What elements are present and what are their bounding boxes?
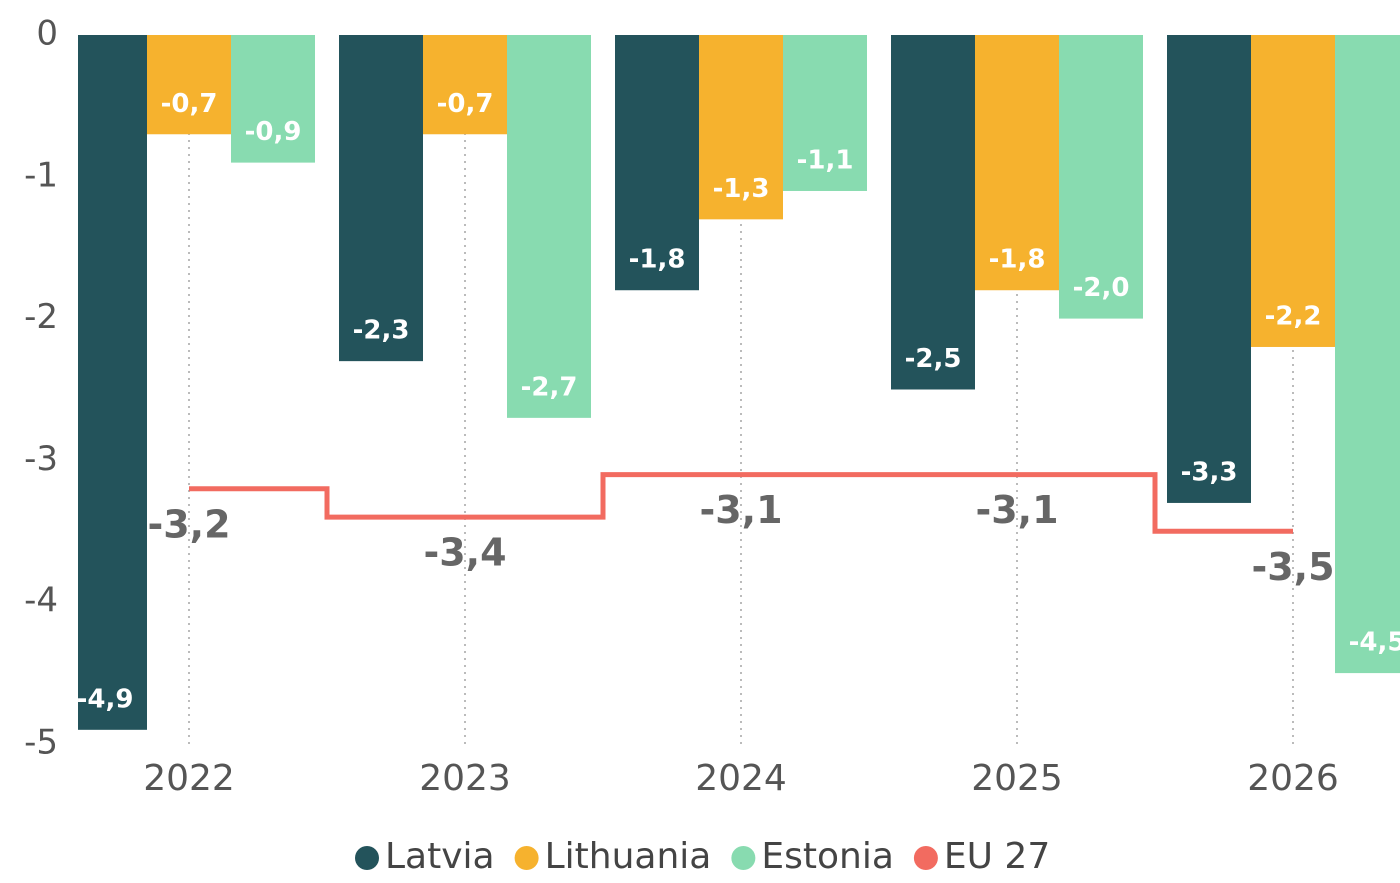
legend-label: EU 27 [944,836,1050,877]
bar [423,35,507,135]
y-tick-label: -2 [24,297,58,337]
data-label: -0,7 [161,89,218,119]
legend-marker [514,846,539,870]
data-label: -3,4 [423,531,506,575]
data-label: -0,7 [437,89,494,119]
y-tick-label: -5 [24,723,58,763]
bar [147,35,231,135]
data-label: -4,9 [77,684,134,714]
x-tick-label: 2023 [419,758,511,799]
x-tick-label: 2022 [143,758,235,799]
data-label: -2,2 [1265,301,1322,331]
bar [1167,35,1251,503]
y-tick-label: -4 [24,581,58,621]
data-label: -4,5 [1349,628,1400,658]
data-label: -2,3 [353,316,410,346]
bar [615,35,699,291]
data-label: -1,1 [797,145,854,175]
y-tick-label: 0 [36,14,58,54]
data-label: -1,8 [989,245,1046,275]
x-tick-label: 2025 [971,758,1063,799]
bar [699,35,783,220]
bar [783,35,867,191]
legend-marker [913,846,938,870]
y-tick-label: -3 [24,439,58,479]
bar [339,35,423,362]
bar [975,35,1059,291]
bar [78,35,147,730]
bar [1059,35,1143,319]
bar [1335,35,1400,674]
data-label: -1,3 [713,174,770,204]
y-tick-label: -1 [24,155,58,195]
x-tick-label: 2026 [1247,758,1339,799]
data-label: -3,2 [147,502,230,546]
data-label: -2,5 [905,344,962,374]
bar [1251,35,1335,347]
bar [507,35,591,418]
bar [231,35,315,163]
data-label: -0,9 [245,117,302,147]
data-label: -3,1 [975,488,1058,532]
bar [891,35,975,390]
line [189,472,1293,534]
data-label: -2,7 [521,372,578,402]
data-label: -2,0 [1073,273,1130,303]
legend-marker [355,846,379,870]
legend-label: Latvia [385,836,495,877]
legend-label: Estonia [761,836,894,877]
x-tick-label: 2024 [695,758,787,799]
legend-label: Lithuania [545,836,712,877]
data-label: -3,3 [1181,457,1238,487]
legend: Latvia Lithuania Estonia EU 27 [355,836,1050,877]
legend-marker [731,846,756,870]
data-label: -3,5 [1251,545,1334,589]
data-label: -3,1 [699,488,782,532]
data-label: -1,8 [629,245,686,275]
